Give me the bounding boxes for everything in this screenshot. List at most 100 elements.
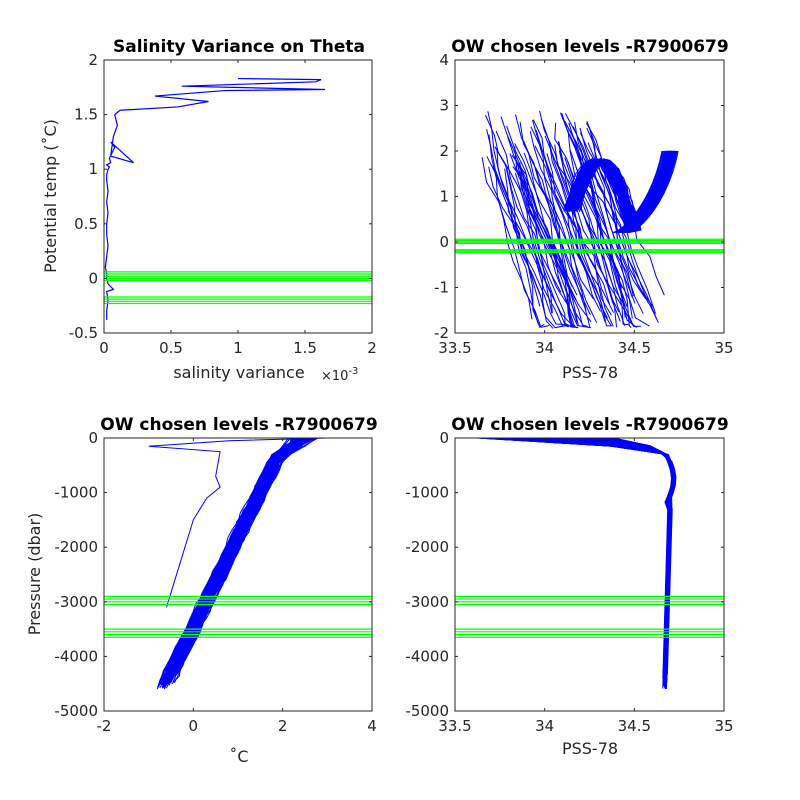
profile-line xyxy=(539,110,611,305)
panel-salinity-pressure: OW chosen levels -R7900679 33.5 34 34.5 35 … xyxy=(405,415,733,758)
y-tick-label: -0.5 xyxy=(69,324,98,342)
profile-line xyxy=(580,149,638,328)
y-tick-label: 1 xyxy=(88,160,98,178)
x-axis-exponent: ×10-3 xyxy=(321,366,358,384)
x-tick-labels: 33.5 34 34.5 35 xyxy=(438,60,734,357)
profile-line xyxy=(511,154,576,327)
profile-line xyxy=(161,438,306,679)
x-tick-label: 0 xyxy=(189,717,199,735)
profile-line xyxy=(532,119,587,312)
y-tick-label: -3000 xyxy=(54,593,98,611)
profile-line xyxy=(530,126,601,312)
profile-line xyxy=(519,162,569,328)
y-tick-label: -1 xyxy=(434,279,449,297)
profile-line xyxy=(579,132,657,314)
x-tick-label: 4 xyxy=(367,717,377,735)
plot-area xyxy=(454,59,725,334)
panel-title: OW chosen levels -R7900679 xyxy=(100,415,377,435)
profile-line xyxy=(558,141,626,327)
profile-line xyxy=(492,165,567,326)
x-axis-label: salinity variance xyxy=(173,363,304,382)
profile-line xyxy=(519,171,579,328)
profile-line xyxy=(170,438,296,670)
profile-line xyxy=(164,438,303,689)
profile-line xyxy=(554,144,621,322)
x-tick-label: 35 xyxy=(714,717,733,735)
profile-line xyxy=(529,130,598,323)
profile-line xyxy=(574,121,644,314)
x-tick-label: 2 xyxy=(278,717,288,735)
y-tick-label: -3000 xyxy=(405,593,449,611)
y-tick-label: -5000 xyxy=(54,702,98,720)
profile-line xyxy=(169,438,309,684)
x-tick-labels: 0 0.5 1 1.5 2 xyxy=(99,60,377,357)
y-tick-label: 2 xyxy=(88,51,98,69)
panel-title: OW chosen levels -R7900679 xyxy=(451,415,728,435)
profile-line xyxy=(568,438,675,682)
y-tick-label: 0 xyxy=(88,429,98,447)
y-tick-label: -1000 xyxy=(54,484,98,502)
y-tick-label: 1.5 xyxy=(74,106,98,124)
profile-line xyxy=(559,112,623,289)
panel-title: OW chosen levels -R7900679 xyxy=(451,37,728,57)
x-axis-label: ˚C xyxy=(229,747,248,766)
x-tick-label: 33.5 xyxy=(438,717,471,735)
profile-line xyxy=(585,122,647,300)
y-tick-label: -5000 xyxy=(405,702,449,720)
profile-line xyxy=(557,141,612,327)
profile-line xyxy=(487,111,541,297)
x-tick-label: -2 xyxy=(97,717,112,735)
profile-line xyxy=(514,172,578,329)
x-tick-label: 2 xyxy=(367,339,377,357)
y-tick-label: -1000 xyxy=(405,484,449,502)
profile-line xyxy=(148,438,328,608)
y-tick-label: 3 xyxy=(439,97,449,115)
profile-line xyxy=(483,438,677,681)
y-tick-label: 0 xyxy=(88,269,98,287)
profile-line xyxy=(567,129,620,313)
y-tick-label: 4 xyxy=(439,51,449,69)
y-tick-label: 2 xyxy=(439,142,449,160)
y-tick-label: -4000 xyxy=(405,647,449,665)
profile-line xyxy=(481,157,550,328)
profile-line xyxy=(586,127,633,319)
y-axis-label: Pressure (dbar) xyxy=(25,513,44,636)
y-tick-labels: -2 -1 0 1 2 3 4 xyxy=(434,51,724,342)
plot-area xyxy=(454,437,725,712)
y-tick-label: 0 xyxy=(439,429,449,447)
y-tick-label: -2000 xyxy=(54,538,98,556)
panel-salinity-variance: Salinity Variance on Theta 0 0.5 1 1.5 2 -0.… xyxy=(41,37,377,384)
y-tick-label: -4000 xyxy=(54,647,98,665)
profile-line xyxy=(176,438,315,676)
x-axis-label: PSS-78 xyxy=(562,739,618,758)
x-tick-label: 0.5 xyxy=(159,339,183,357)
axes-box xyxy=(103,437,373,712)
panel-theta-salinity: OW chosen levels -R7900679 33.5 34 34.5 35 … xyxy=(434,37,734,382)
y-tick-labels: -5000 -4000 -3000 -2000 -1000 0 xyxy=(405,429,724,720)
profile-line xyxy=(535,129,608,319)
profile-line xyxy=(161,438,303,686)
profile-line xyxy=(514,143,592,323)
profile-line xyxy=(544,135,612,316)
profile-line xyxy=(544,438,676,670)
x-tick-label: 34 xyxy=(535,339,554,357)
y-tick-labels: -0.5 0 0.5 1 1.5 2 xyxy=(69,51,372,342)
profile-line xyxy=(486,156,554,329)
profile-line xyxy=(535,167,589,328)
y-tick-label: 1 xyxy=(439,188,449,206)
y-tick-label: 0 xyxy=(439,233,449,251)
y-axis-label: Potential temp (˚C) xyxy=(41,119,60,273)
x-tick-label: 0 xyxy=(99,339,109,357)
plot-area xyxy=(103,437,373,712)
profile-line xyxy=(554,122,628,307)
profile-line xyxy=(586,120,665,296)
x-tick-label: 34.5 xyxy=(618,339,651,357)
profile-line xyxy=(522,140,591,328)
profile-line xyxy=(565,124,654,308)
y-tick-label: -2000 xyxy=(405,538,449,556)
x-tick-label: 34 xyxy=(535,717,554,735)
axes-box xyxy=(454,437,725,712)
y-tick-label: 0.5 xyxy=(74,215,98,233)
y-tick-label: -2 xyxy=(434,324,449,342)
